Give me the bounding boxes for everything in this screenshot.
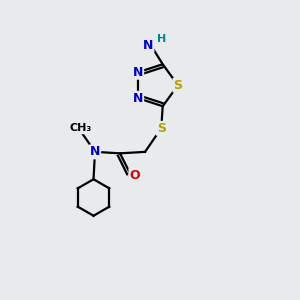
Text: N: N [133, 92, 143, 105]
Text: N: N [90, 146, 100, 158]
Text: N: N [133, 66, 143, 79]
Text: O: O [129, 169, 140, 182]
Text: H: H [158, 34, 167, 44]
Text: N: N [143, 39, 153, 52]
Text: S: S [157, 122, 166, 135]
Text: S: S [173, 79, 182, 92]
Text: CH₃: CH₃ [69, 123, 92, 133]
